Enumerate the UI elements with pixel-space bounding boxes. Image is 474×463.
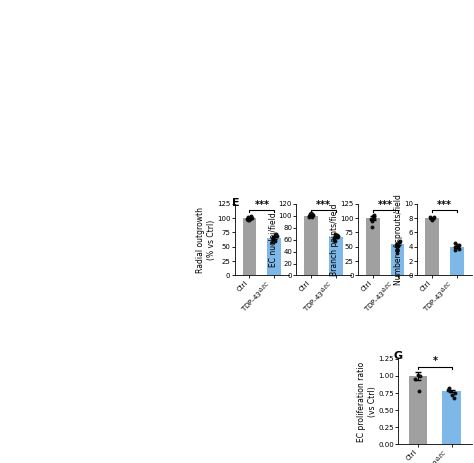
Point — [334, 233, 341, 240]
Point — [428, 215, 436, 223]
Text: *: * — [432, 356, 438, 366]
Point — [430, 213, 438, 220]
Point — [332, 238, 339, 245]
Point — [305, 212, 313, 219]
Point — [244, 214, 252, 221]
Point — [307, 213, 314, 220]
Point — [447, 388, 454, 395]
Y-axis label: EC proliferation ratio
(vs Ctrl): EC proliferation ratio (vs Ctrl) — [357, 362, 377, 442]
Point — [426, 213, 434, 221]
Bar — [243, 218, 256, 275]
Point — [445, 386, 452, 394]
Point — [244, 217, 252, 224]
Point — [368, 217, 376, 225]
Point — [269, 233, 276, 241]
Point — [271, 238, 279, 245]
Text: ***: *** — [378, 200, 392, 210]
Point — [393, 249, 401, 256]
Point — [268, 238, 276, 246]
Point — [395, 238, 402, 246]
Point — [308, 210, 316, 218]
Y-axis label: Branch points/field: Branch points/field — [330, 203, 339, 276]
Point — [448, 391, 456, 399]
Point — [455, 241, 462, 248]
Point — [445, 385, 452, 392]
Point — [370, 214, 378, 222]
Point — [454, 242, 461, 250]
Point — [427, 214, 435, 222]
Point — [392, 241, 400, 249]
Bar — [391, 244, 404, 275]
Point — [411, 375, 419, 383]
Point — [428, 216, 436, 223]
Point — [393, 240, 401, 248]
Point — [453, 242, 460, 249]
Point — [450, 394, 457, 401]
Bar — [366, 218, 380, 275]
Point — [246, 215, 254, 223]
Point — [451, 239, 459, 247]
Point — [272, 231, 280, 238]
Point — [371, 212, 378, 219]
Bar — [329, 237, 343, 275]
Text: E: E — [232, 198, 240, 208]
Point — [454, 244, 461, 251]
Point — [248, 214, 255, 222]
Point — [394, 242, 401, 250]
Point — [368, 223, 376, 231]
Bar — [409, 376, 428, 444]
Point — [451, 247, 458, 254]
Y-axis label: EC nuclei/field: EC nuclei/field — [268, 212, 277, 267]
Point — [272, 232, 279, 239]
Y-axis label: Number of sprouts/field: Number of sprouts/field — [393, 194, 402, 285]
Point — [273, 233, 281, 240]
Point — [247, 213, 255, 220]
Point — [306, 213, 313, 220]
Text: ***: *** — [437, 200, 452, 210]
Point — [330, 236, 337, 243]
Bar — [450, 247, 464, 275]
Bar — [425, 218, 439, 275]
Point — [244, 215, 251, 222]
Point — [309, 212, 317, 219]
Point — [451, 243, 459, 250]
Point — [333, 231, 341, 238]
Text: ***: *** — [316, 200, 331, 210]
Point — [247, 213, 255, 221]
Text: ***: *** — [255, 200, 269, 210]
Point — [245, 216, 253, 224]
Point — [416, 388, 423, 395]
Bar — [304, 216, 318, 275]
Point — [269, 236, 277, 243]
Point — [370, 213, 377, 220]
Point — [331, 230, 338, 238]
Text: G: G — [393, 351, 402, 361]
Y-axis label: Radial outgrowth
(% vs Ctrl): Radial outgrowth (% vs Ctrl) — [196, 206, 216, 273]
Point — [393, 246, 401, 253]
Point — [367, 215, 374, 223]
Point — [330, 235, 337, 242]
Bar — [267, 238, 281, 275]
Point — [308, 209, 315, 216]
Bar — [442, 391, 461, 444]
Point — [417, 372, 424, 380]
Point — [396, 238, 403, 245]
Point — [393, 243, 401, 250]
Point — [414, 371, 422, 378]
Point — [456, 245, 463, 253]
Point — [451, 389, 459, 397]
Point — [269, 234, 276, 242]
Point — [334, 232, 341, 240]
Point — [306, 211, 314, 218]
Point — [308, 214, 316, 221]
